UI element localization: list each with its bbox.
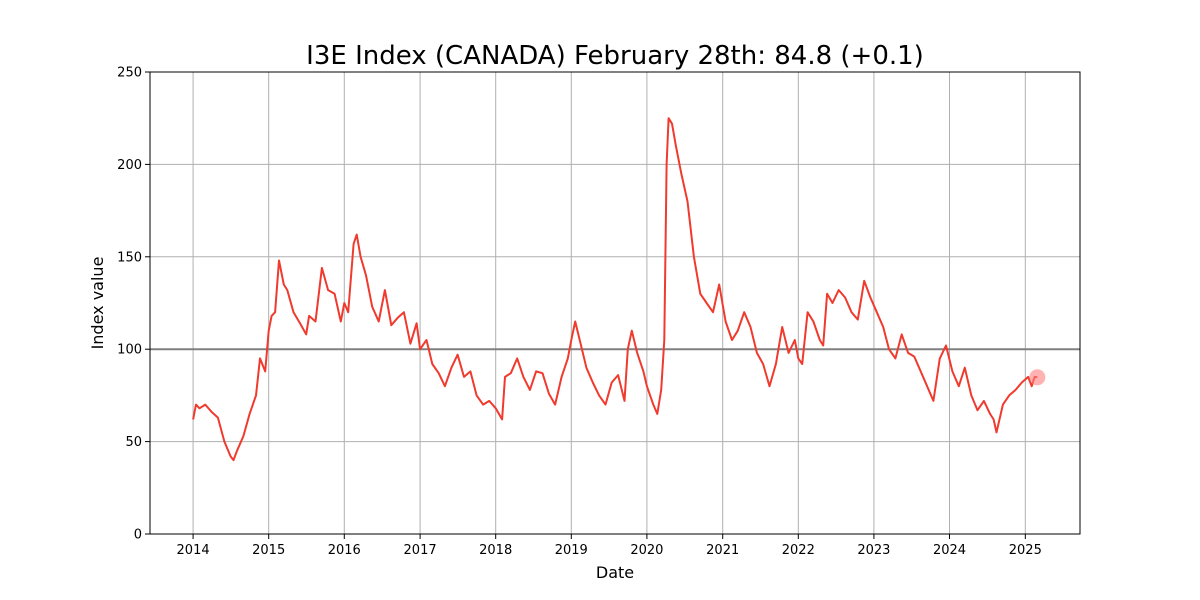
x-tick-label: 2021 <box>706 543 739 558</box>
x-tick-label: 2018 <box>479 543 512 558</box>
x-tick-label: 2023 <box>857 543 890 558</box>
x-tick-label: 2020 <box>630 543 663 558</box>
y-tick-label: 0 <box>134 528 142 543</box>
y-tick-label: 100 <box>117 343 142 358</box>
y-tick-label: 50 <box>125 435 142 450</box>
x-tick-label: 2025 <box>1009 543 1042 558</box>
x-tick-label: 2022 <box>782 543 815 558</box>
x-tick-label: 2015 <box>252 543 285 558</box>
y-axis-label: Index value <box>88 257 107 350</box>
last-point-marker <box>1029 369 1046 386</box>
x-axis-label: Date <box>596 563 634 582</box>
x-axis: 2014 2015 2016 2017 2018 2019 2020 2021 2022 2023… <box>177 534 1042 558</box>
y-tick-label: 150 <box>117 250 142 265</box>
x-tick-label: 2017 <box>404 543 437 558</box>
grid <box>150 71 1080 535</box>
series-line <box>192 117 1038 462</box>
series-group <box>192 117 1038 462</box>
x-tick-label: 2019 <box>555 543 588 558</box>
chart-title: I3E Index (CANADA) February 28th: 84.8 (… <box>306 41 924 71</box>
plot-frame <box>149 71 1081 535</box>
y-tick-label: 200 <box>117 158 142 173</box>
y-axis: 0 50 100 150 200 250 <box>117 66 150 543</box>
marker-group <box>1029 369 1046 386</box>
x-tick-label: 2024 <box>933 543 966 558</box>
x-tick-label: 2016 <box>328 543 361 558</box>
x-tick-label: 2014 <box>177 543 210 558</box>
y-tick-label: 250 <box>117 66 142 81</box>
